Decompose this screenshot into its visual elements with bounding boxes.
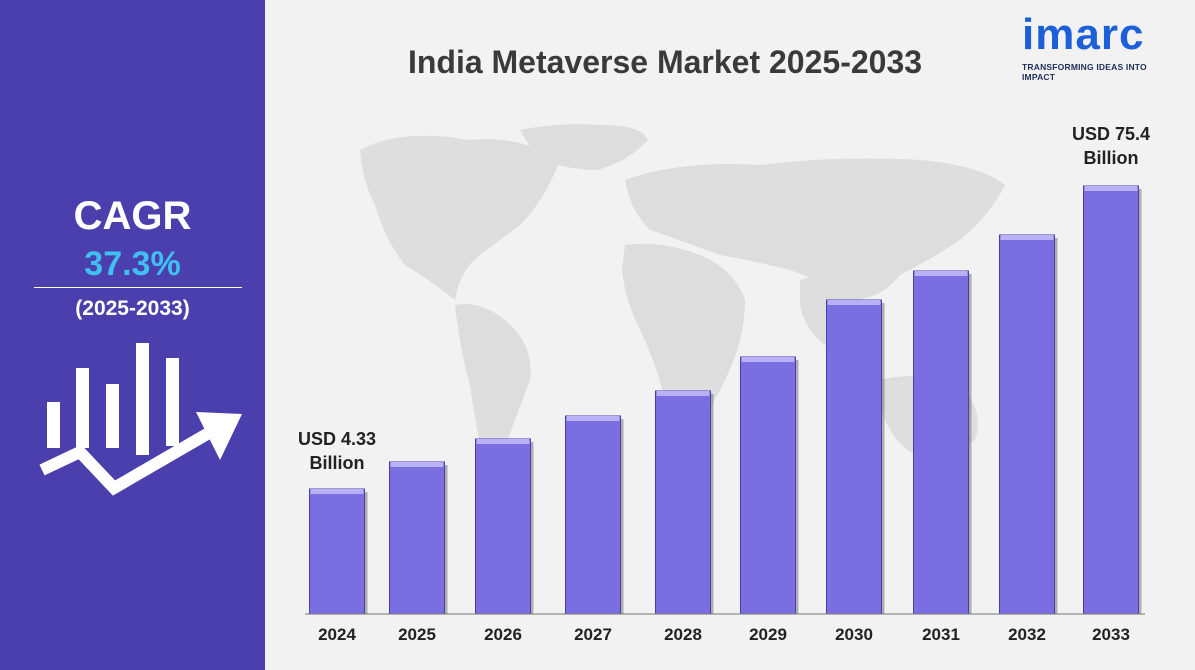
x-tick-label-2026: 2026	[484, 625, 522, 644]
x-tick-label-2033: 2033	[1092, 625, 1130, 644]
bar-2024	[309, 488, 368, 615]
x-tick-label-2025: 2025	[398, 625, 436, 644]
world-map-background	[360, 124, 1005, 464]
growth-chart-icon	[39, 343, 242, 496]
chart-title: India Metaverse Market 2025-2033	[407, 44, 923, 80]
x-tick-label-2029: 2029	[749, 625, 787, 644]
data-label-2033-line2: Billion	[1084, 148, 1139, 168]
logo-tagline: TRANSFORMING IDEAS INTO IMPACT	[1022, 62, 1147, 82]
x-tick-label-2032: 2032	[1008, 625, 1046, 644]
cagr-period: (2025-2033)	[75, 297, 190, 320]
x-tick-label-2028: 2028	[664, 625, 702, 644]
cagr-label: CAGR	[73, 194, 192, 238]
x-tick-label-2024: 2024	[318, 625, 356, 644]
bar-2032	[999, 234, 1058, 615]
bar-2029	[740, 356, 799, 615]
bar-2028	[655, 390, 714, 615]
cagr-sidebar	[0, 0, 265, 670]
bar-2026	[475, 438, 534, 615]
bar-2031	[913, 270, 972, 615]
logo-wordmark: imarc	[1022, 10, 1145, 59]
data-label-2024-line1: USD 4.33	[298, 429, 376, 449]
bar-2030	[826, 299, 885, 615]
imarc-logo: imarc TRANSFORMING IDEAS INTO IMPACT	[1022, 10, 1182, 83]
x-tick-label-2030: 2030	[835, 625, 873, 644]
x-tick-label-2027: 2027	[574, 625, 612, 644]
bar-2033	[1083, 185, 1142, 615]
data-label-2033-line1: USD 75.4	[1072, 124, 1150, 144]
data-label-2024-line2: Billion	[310, 453, 365, 473]
bar-2025	[389, 461, 448, 615]
cagr-value: 37.3%	[84, 245, 181, 283]
sidebar-divider	[34, 287, 242, 288]
bar-2027	[565, 415, 624, 615]
x-tick-label-2031: 2031	[922, 625, 960, 644]
